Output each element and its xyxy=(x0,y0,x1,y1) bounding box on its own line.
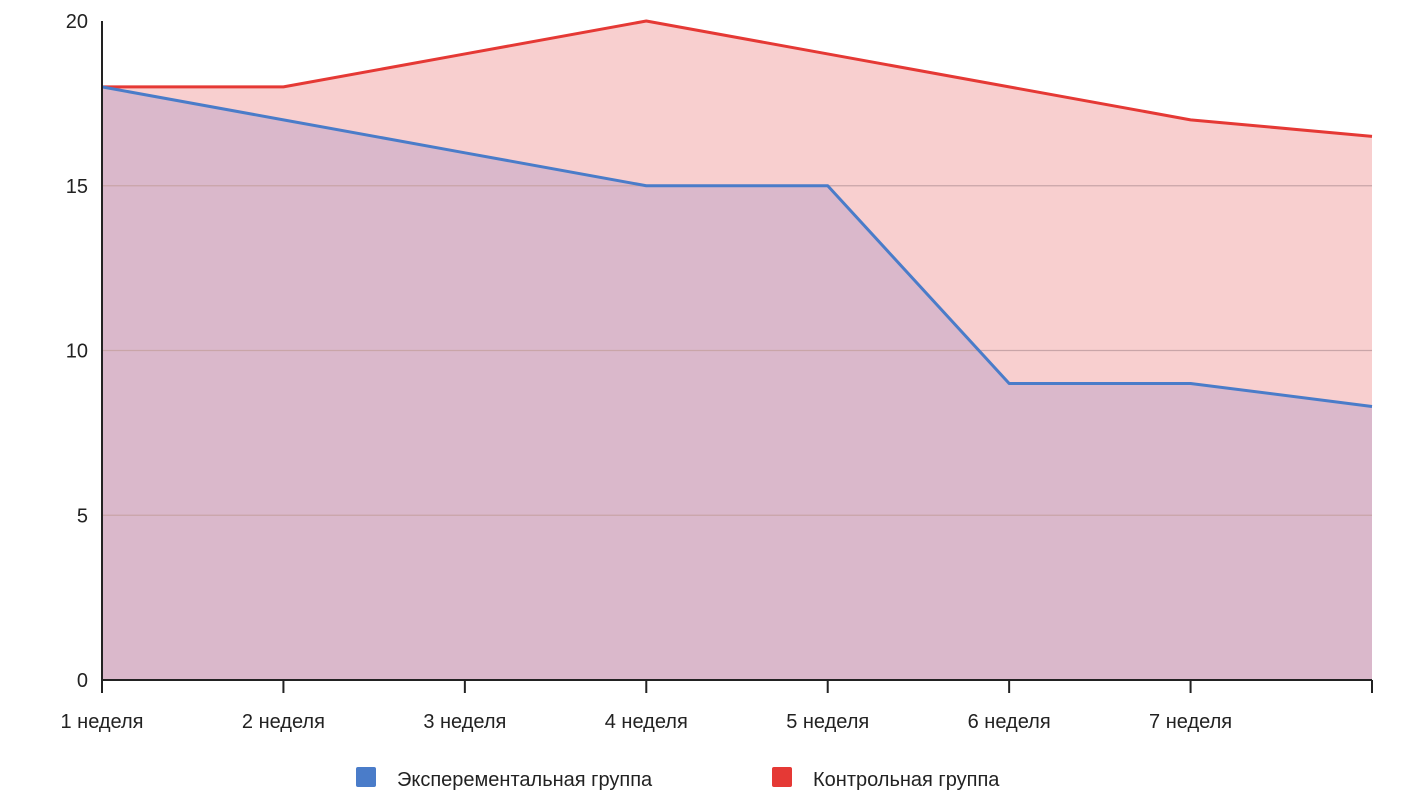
legend-label: Контрольная группа xyxy=(813,769,1000,791)
legend-label: Эксперементальная группа xyxy=(397,769,653,791)
x-tick-label: 7 неделя xyxy=(1149,711,1232,733)
x-tick-label: 3 неделя xyxy=(423,711,506,733)
y-tick-label: 10 xyxy=(66,341,88,363)
legend-swatch xyxy=(772,767,792,787)
y-tick-label: 20 xyxy=(66,11,88,33)
x-tick-label: 5 неделя xyxy=(786,711,869,733)
x-tick-label: 1 неделя xyxy=(60,711,143,733)
series-area-1 xyxy=(102,86,1372,680)
series-line-0 xyxy=(102,19,1373,138)
x-tick-label: 6 неделя xyxy=(968,711,1051,733)
y-tick-label: 5 xyxy=(77,505,88,527)
y-tick-label: 0 xyxy=(77,670,88,692)
x-tick-label: 2 неделя xyxy=(242,711,325,733)
series-line-1 xyxy=(101,85,1373,409)
legend-swatch xyxy=(356,767,376,787)
x-tick-label: 4 неделя xyxy=(605,711,688,733)
y-tick-label: 15 xyxy=(66,176,88,198)
